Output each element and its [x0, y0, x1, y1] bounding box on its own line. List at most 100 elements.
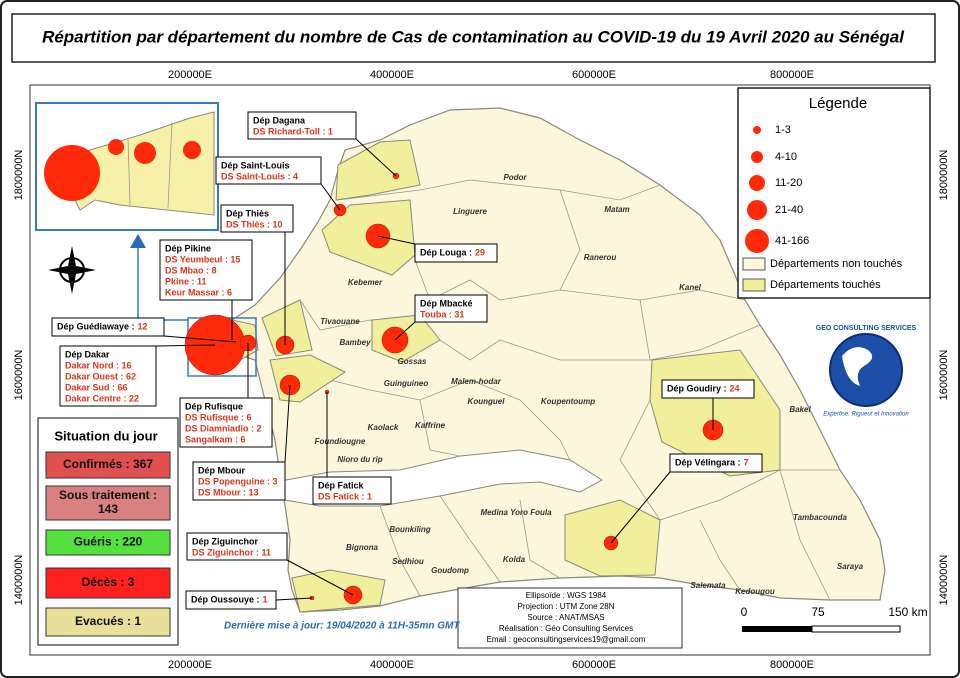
callout-line: Dakar Centre : 22 — [65, 393, 139, 403]
callout-label: Dép Louga : — [420, 248, 472, 258]
easting-label: 600000E — [572, 659, 616, 671]
callout-line: Dakar Nord : 16 — [65, 360, 132, 370]
info-box — [457, 587, 683, 649]
callout-value: 24 — [730, 384, 740, 394]
scale-label: 0 — [741, 605, 748, 619]
callout-label: Dép Goudiry : — [667, 384, 727, 394]
callout-box — [186, 532, 288, 561]
easting-label: 400000E — [370, 659, 414, 671]
department-name: Tivaouane — [320, 317, 360, 326]
department-name: Medina Yoro Foula — [480, 508, 552, 517]
department-name: Bakel — [789, 405, 811, 414]
callout-title: Dép Guédiawaye :12 — [57, 322, 148, 332]
department-name: Kedougou — [735, 587, 775, 596]
callout-title: Dép Oussouye :1 — [191, 595, 268, 605]
department-name: Goudomp — [431, 566, 469, 575]
callout-title: Dép Goudiry :24 — [667, 384, 740, 394]
department-name: Matam — [604, 205, 629, 214]
callout-box — [192, 461, 286, 501]
leader-line — [286, 559, 354, 596]
callout-title: Dép Fatick — [318, 480, 365, 490]
callout-line: Dakar Ouest : 62 — [65, 371, 136, 381]
legend-class: 41-166 — [775, 235, 809, 247]
callout-box — [414, 243, 498, 263]
situation-item: Guéris : 220 — [74, 535, 143, 549]
callout-line: DS Mbao : 8 — [165, 265, 217, 275]
department-name: Malem-hodar — [451, 377, 502, 386]
callout-title: Dép Louga :29 — [420, 248, 485, 258]
department-name: Saraya — [837, 562, 864, 571]
northing-label: 1400000N — [13, 555, 25, 606]
callout-value: 1 — [263, 595, 268, 605]
department-name: Podor — [503, 173, 527, 182]
leader-line — [355, 138, 397, 177]
department-name: Linguere — [453, 207, 487, 216]
callout-title: Dép Ziguinchor — [192, 536, 258, 546]
department-borders — [299, 179, 840, 601]
callout-line: Pkine : 11 — [165, 276, 207, 286]
leader-line — [610, 471, 671, 544]
callout-title: Dép Vélingara :7 — [675, 458, 749, 468]
callout-value: 29 — [475, 248, 485, 258]
department-name: Kaolack — [368, 423, 399, 432]
department-name: Kaffrine — [415, 421, 446, 430]
scale-label: 150 km — [888, 605, 927, 619]
department-name: Guinguineo — [384, 379, 429, 388]
inset-arrow — [130, 234, 146, 248]
situation-title: Situation du jour — [54, 428, 157, 443]
legend-area: Départements touchés — [770, 279, 881, 291]
info-line: Source : ANAT/MSAS — [527, 613, 604, 622]
legend-class: 4-10 — [775, 151, 797, 163]
scale-bar — [742, 625, 901, 633]
update-note: Dernière mise à jour: 19/04/2020 à 11H-3… — [224, 621, 460, 632]
callout-line: Keur Massar : 6 — [165, 287, 232, 297]
legend-symbol — [753, 126, 761, 134]
callout-box — [220, 204, 294, 233]
department-name: Kanel — [679, 283, 702, 292]
map-title: Répartition par département du nombre de… — [42, 27, 905, 46]
callout-label: Dép Guédiawaye : — [57, 322, 135, 332]
callout-line: Sangalkam : 6 — [185, 434, 246, 444]
callout-line: DS Thiès : 10 — [226, 219, 283, 229]
department-name: Bounkiling — [389, 525, 430, 534]
situation-bar — [45, 607, 171, 637]
info-line: Réalisation : Géo Consulting Services — [499, 624, 633, 633]
department-name: Kounguel — [468, 397, 506, 406]
legend-box — [737, 87, 931, 299]
callout-box — [312, 476, 392, 505]
legend-title: Légende — [809, 95, 867, 112]
situation-item: Confirmés : 367 — [63, 457, 153, 471]
info-line: Email : geoconsultingservices19@gmail.co… — [487, 635, 646, 644]
callout-title: Dép Mbour — [198, 465, 245, 475]
legend-class: 11-20 — [775, 177, 802, 189]
leader-line — [320, 183, 341, 211]
callout-title: Dép Dagana — [253, 115, 306, 125]
legend-area: Départements non touchés — [770, 258, 903, 270]
leader-line — [377, 235, 416, 245]
callout-line: DS Mbour : 13 — [198, 487, 259, 497]
inset-dakar — [44, 145, 100, 201]
legend-class: 21-40 — [775, 204, 803, 216]
situation-bar — [45, 451, 171, 479]
callout-line: Touba : 31 — [420, 309, 464, 319]
inset-symbol — [108, 139, 124, 155]
callout-box — [159, 239, 253, 301]
callout-box — [59, 345, 157, 407]
callout-line: DS Diamniadio : 2 — [185, 423, 262, 433]
department-name: Ranerou — [584, 253, 617, 262]
situation-bar — [45, 529, 171, 556]
situation-item: Sous traitement : — [59, 488, 157, 502]
title-box — [11, 13, 936, 63]
callout-value: 7 — [744, 458, 749, 468]
leader-line — [155, 344, 216, 347]
legend-swatch — [742, 278, 766, 292]
department-name: Gossas — [398, 357, 427, 366]
legend-class: 1-3 — [775, 124, 791, 136]
inset-symbol — [134, 142, 156, 164]
department-name: Kolda — [503, 555, 526, 564]
callout-line: DS Rufisque : 6 — [185, 412, 252, 422]
leader-line — [394, 321, 416, 341]
north-arrow — [48, 246, 96, 294]
info-line: Projection : UTM Zone 28N — [518, 602, 615, 611]
